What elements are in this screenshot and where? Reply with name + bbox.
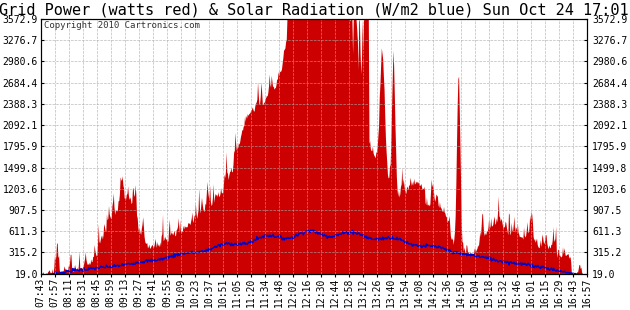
Text: Copyright 2010 Cartronics.com: Copyright 2010 Cartronics.com xyxy=(43,21,200,30)
Title: Grid Power (watts red) & Solar Radiation (W/m2 blue) Sun Oct 24 17:01: Grid Power (watts red) & Solar Radiation… xyxy=(0,3,629,18)
